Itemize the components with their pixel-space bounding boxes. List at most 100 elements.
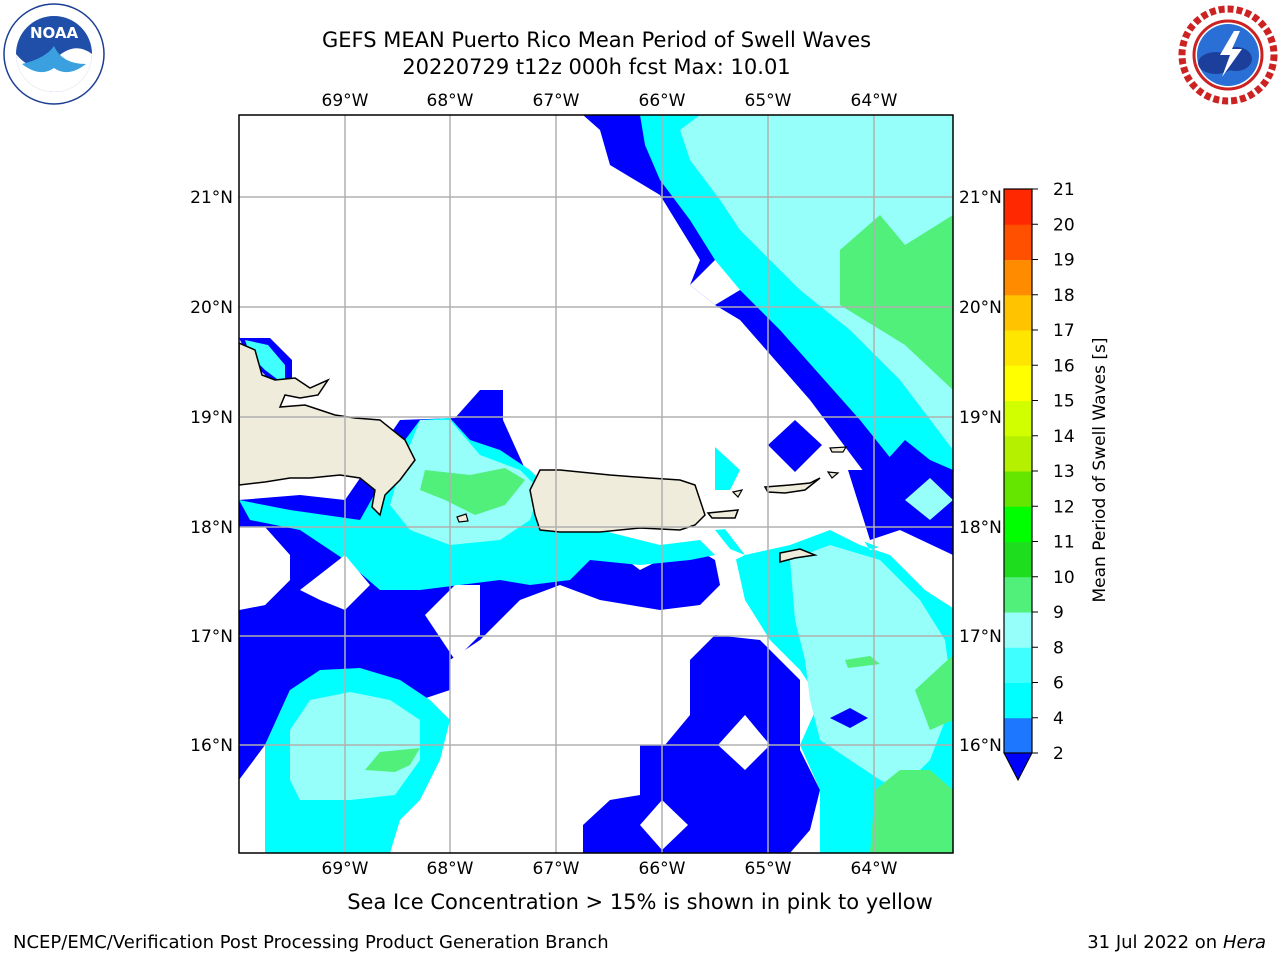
colorbar-swatch (1004, 259, 1032, 296)
contour-band-9-10-southeast (845, 656, 880, 668)
small-island-land (829, 446, 848, 453)
latitude-label: 19°N (190, 408, 233, 428)
small-island-land (826, 471, 840, 479)
land-mask-gap (718, 715, 770, 770)
contour-band-9-10-southeast (870, 770, 953, 853)
longitude-label: 67°W (533, 91, 580, 111)
mona-island-land (456, 513, 469, 523)
colorbar-swatch (1004, 365, 1032, 401)
colorbar-swatch (1004, 682, 1032, 719)
contour-band-2-4-southeast (830, 708, 868, 728)
colorbar-swatch (1004, 647, 1032, 683)
colorbar-label: Mean Period of Swell Waves [s] (1090, 338, 1110, 603)
latitude-label: 20°N (190, 298, 233, 318)
latitude-label: 16°N (190, 736, 233, 756)
colorbar-tick-label: 6 (1053, 674, 1064, 694)
longitude-labels-bottom: 69°W 68°W 67°W 66°W 65°W 64°W (322, 859, 898, 879)
svg-text:NOAA: NOAA (30, 24, 79, 42)
latitude-labels-right: 21°N 20°N 19°N 18°N 17°N 16°N (959, 188, 1002, 756)
sea-ice-caption: Sea Ice Concentration > 15% is shown in … (347, 890, 933, 914)
longitude-label: 66°W (639, 859, 686, 879)
colorbar-swatch (1004, 400, 1032, 437)
contour-band-8-9-southeast (790, 545, 953, 790)
colorbar-tick-label: 14 (1053, 427, 1075, 447)
longitude-label: 65°W (745, 91, 792, 111)
hispaniola-land (239, 342, 416, 517)
contour-band-9-10-mona (420, 468, 525, 515)
map-subtitle: 20220729 t12z 000h fcst Max: 10.01 (402, 55, 791, 79)
colorbar-tick-label: 15 (1053, 392, 1075, 412)
colorbar-swatch (1004, 330, 1032, 366)
colorbar-tick-label: 8 (1053, 638, 1064, 658)
colorbar-swatch (1004, 471, 1032, 507)
colorbar-tick-label: 4 (1053, 709, 1064, 729)
colorbar-tick-label: 19 (1053, 251, 1075, 271)
contour-band-4-6-virgin-islands (715, 447, 740, 490)
land-mask-gap (640, 800, 688, 850)
footer-date: 31 Jul 2022 on Hera (1087, 932, 1266, 953)
colorbar-swatch (1004, 189, 1032, 225)
latitude-labels-left: 21°N 20°N 19°N 18°N 17°N 16°N (190, 188, 233, 756)
latitude-label: 21°N (959, 188, 1002, 208)
contour-band-8-9-east (905, 478, 953, 520)
colorbar-swatch (1004, 541, 1032, 578)
colorbar-tick-label: 16 (1053, 356, 1075, 376)
colorbar-tick-label: 17 (1053, 321, 1075, 341)
colorbar-swatch (1004, 435, 1032, 472)
colorbar-extend-arrow (1003, 752, 1033, 782)
longitude-label: 68°W (427, 91, 474, 111)
colorbar-tick-label: 2 (1053, 744, 1064, 764)
contour-band-8-9-southwest (290, 692, 420, 800)
map-title: GEFS MEAN Puerto Rico Mean Period of Swe… (321, 28, 872, 52)
longitude-label: 68°W (427, 859, 474, 879)
contour-band-2-4-south (583, 635, 820, 853)
colorbar-swatch (1004, 294, 1032, 331)
vieques-land (706, 509, 740, 519)
longitude-labels-top: 69°W 68°W 67°W 66°W 65°W 64°W (322, 91, 898, 111)
national-weather-service-logo (1178, 5, 1278, 105)
longitude-label: 66°W (639, 91, 686, 111)
longitude-label: 65°W (745, 859, 792, 879)
footer-credit: NCEP/EMC/Verification Post Processing Pr… (13, 932, 609, 953)
contour-band-2-4-virgin-islands (768, 420, 822, 472)
colorbar-tick-label: 13 (1053, 462, 1075, 482)
colorbar-swatch (1004, 612, 1032, 648)
st-croix-land (779, 548, 818, 563)
colorbar-tick-label: 12 (1053, 497, 1075, 517)
land-mask-gap (239, 527, 290, 610)
latitude-label: 18°N (959, 518, 1002, 538)
land-mask-gap (425, 585, 480, 660)
latitude-label: 16°N (959, 736, 1002, 756)
longitude-label: 64°W (851, 91, 898, 111)
map-frame (238, 114, 954, 854)
latitude-label: 18°N (190, 518, 233, 538)
colorbar-swatch (1004, 506, 1032, 542)
latitude-label: 20°N (959, 298, 1002, 318)
land-mask-gap (300, 555, 370, 610)
shelf-notch (690, 260, 740, 305)
latitude-label: 21°N (190, 188, 233, 208)
contour-band-9-10-southeast (915, 655, 953, 730)
gridlines (239, 115, 953, 853)
colorbar-tick-label: 9 (1053, 603, 1064, 623)
land-mask-gap (720, 545, 745, 560)
contour-field (239, 115, 953, 853)
longitude-label: 67°W (533, 859, 580, 879)
colorbar-tick-label: 11 (1053, 533, 1075, 553)
longitude-label: 69°W (322, 859, 369, 879)
contour-band-9-10-southwest (365, 748, 420, 772)
longitude-label: 64°W (851, 859, 898, 879)
colorbar-swatch (1004, 576, 1032, 613)
colorbar-swatch (1004, 224, 1032, 260)
colorbar-tick-label: 10 (1053, 568, 1075, 588)
latitude-label: 19°N (959, 408, 1002, 428)
colorbar-swatch (1004, 717, 1032, 754)
colorbar-tick-label: 21 (1053, 180, 1075, 200)
noaa-logo: NOAA (3, 3, 105, 105)
contour-band-9-10-northeast (840, 215, 953, 390)
longitude-label: 69°W (322, 91, 369, 111)
virgin-islands-land (763, 477, 821, 494)
colorbar-tick-label: 18 (1053, 286, 1075, 306)
latitude-label: 17°N (190, 627, 233, 647)
